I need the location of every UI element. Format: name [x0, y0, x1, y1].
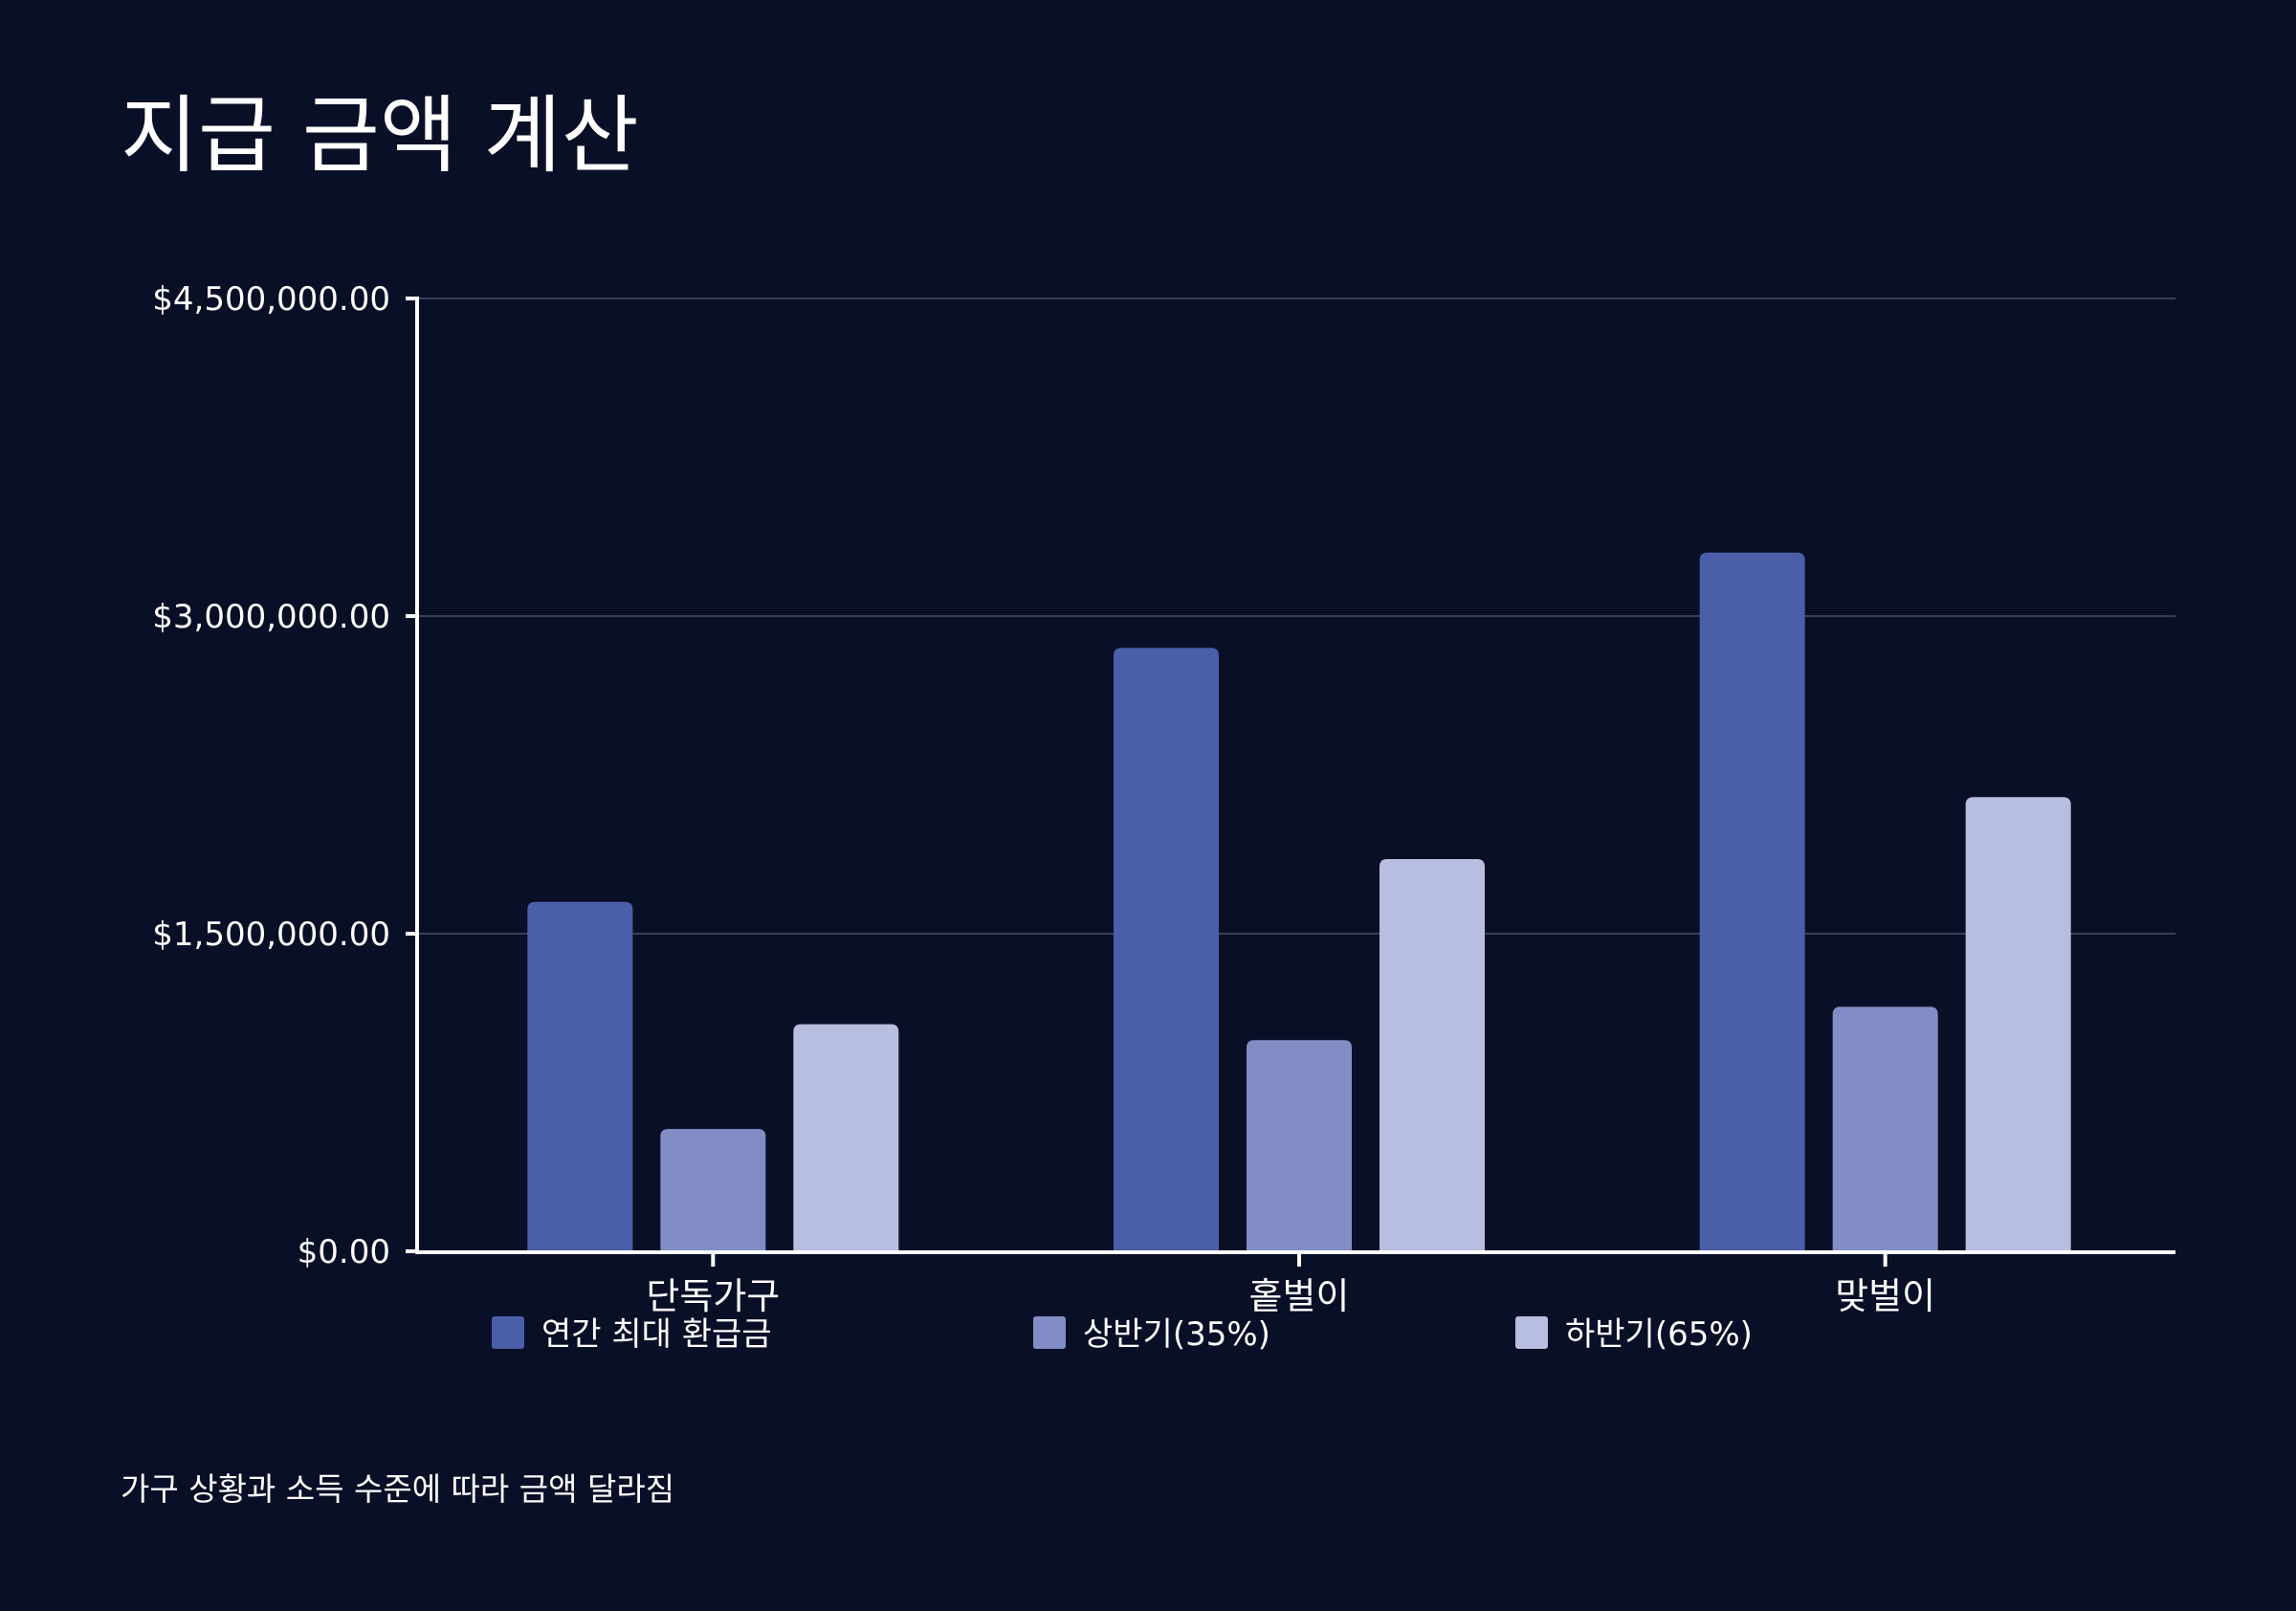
x-tick-label: 맞벌이 [1835, 1275, 1935, 1317]
bar [660, 1129, 766, 1251]
bar [1699, 552, 1805, 1251]
legend-label: 상반기(35%) [1083, 1315, 1270, 1354]
legend-swatch [492, 1316, 524, 1349]
y-tick-label: $3,000,000.00 [152, 598, 390, 636]
bar [1380, 858, 1485, 1251]
bar [527, 901, 633, 1251]
legend-swatch [1033, 1316, 1066, 1349]
bar [1832, 1006, 1938, 1251]
y-tick-label: $4,500,000.00 [152, 280, 390, 319]
bar [1114, 648, 1219, 1251]
bar [1965, 797, 2071, 1251]
legend-label: 하반기(65%) [1565, 1315, 1753, 1354]
bar [1247, 1040, 1352, 1251]
chart-title: 지급 금액 계산 [121, 86, 639, 185]
y-tick-label: $1,500,000.00 [152, 916, 390, 954]
bar [793, 1024, 899, 1251]
x-tick-label: 홑벌이 [1249, 1275, 1350, 1317]
x-tick-label: 단독가구 [646, 1275, 780, 1317]
footnote: 가구 상황과 소득 수준에 따라 금액 달라짐 [121, 1470, 675, 1508]
y-tick-label: $0.00 [298, 1233, 390, 1271]
legend-swatch [1515, 1316, 1548, 1349]
legend-label: 연간 최대 환급금 [541, 1315, 772, 1354]
